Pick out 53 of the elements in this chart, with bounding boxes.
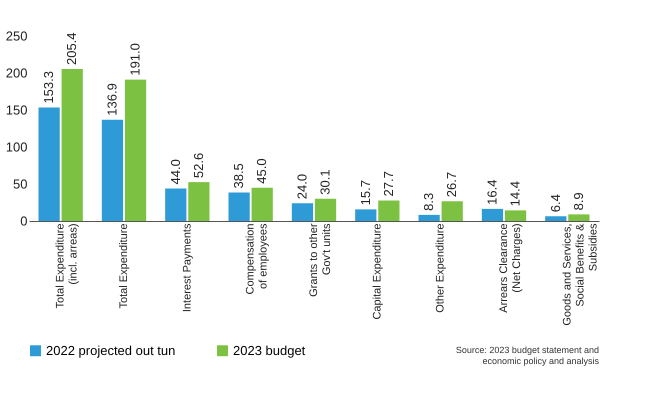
data-label: 8.9 bbox=[570, 192, 586, 210]
data-label: 6.4 bbox=[548, 194, 563, 212]
x-tick-label: Compensation of employees bbox=[244, 223, 270, 294]
bar bbox=[124, 80, 146, 221]
x-tick-label: Arrears Clearance (Net Charges) bbox=[498, 224, 523, 313]
data-label: 8.3 bbox=[421, 192, 436, 211]
y-tick-label: 150 bbox=[6, 102, 28, 118]
bar bbox=[378, 200, 400, 221]
data-label: 191.0 bbox=[128, 43, 143, 76]
x-tick-label: Capital Expenditure bbox=[371, 224, 384, 320]
data-label: 205.4 bbox=[64, 32, 80, 66]
bar bbox=[102, 120, 124, 221]
bar bbox=[442, 201, 463, 221]
data-label: 16.4 bbox=[484, 180, 500, 205]
y-tick-label: 200 bbox=[6, 66, 28, 80]
data-label: 30.1 bbox=[318, 169, 333, 195]
bar bbox=[228, 192, 250, 221]
data-label: 26.7 bbox=[444, 172, 460, 198]
data-label: 44.0 bbox=[168, 159, 183, 184]
bar bbox=[62, 69, 83, 221]
data-label: 24.0 bbox=[294, 174, 310, 200]
data-label: 153.3 bbox=[41, 71, 56, 104]
data-label: 38.5 bbox=[231, 163, 246, 189]
data-label: 27.7 bbox=[380, 171, 396, 196]
y-tick-label: 0 bbox=[20, 214, 28, 228]
x-tick-label: Interest Payments bbox=[181, 223, 194, 312]
bar bbox=[314, 198, 336, 221]
bar bbox=[482, 208, 504, 221]
bar bbox=[38, 108, 60, 221]
x-tick-label: Other Expenditure bbox=[434, 224, 447, 313]
data-label: 136.9 bbox=[104, 83, 120, 116]
bar bbox=[504, 210, 526, 221]
data-label: 15.7 bbox=[358, 180, 373, 206]
bar bbox=[188, 182, 210, 221]
source-note: Source: 2023 budget statement and economic policy and analysis bbox=[456, 345, 600, 366]
y-tick-label: 50 bbox=[13, 176, 28, 192]
data-label: 52.6 bbox=[190, 152, 206, 178]
bar bbox=[165, 188, 186, 221]
x-tick-label: Total Expenditure (incl. arreas) bbox=[54, 224, 80, 308]
bar bbox=[292, 203, 314, 221]
bar bbox=[545, 216, 566, 221]
data-label: 14.4 bbox=[508, 181, 523, 206]
bar bbox=[568, 214, 590, 221]
legend-label: 2022 projected out tun bbox=[46, 342, 176, 358]
y-tick-label: 250 bbox=[6, 28, 28, 44]
data-label: 45.0 bbox=[254, 158, 270, 184]
y-tick-label: 100 bbox=[6, 140, 28, 154]
bar bbox=[418, 214, 440, 221]
bar bbox=[355, 209, 376, 221]
legend-label: 2023 budget bbox=[233, 342, 306, 358]
x-tick-label: Total Expenditure bbox=[118, 224, 130, 308]
bar bbox=[252, 188, 273, 221]
x-tick-label: Goods and Services, Social Benefits & Subsidies bbox=[561, 222, 600, 326]
